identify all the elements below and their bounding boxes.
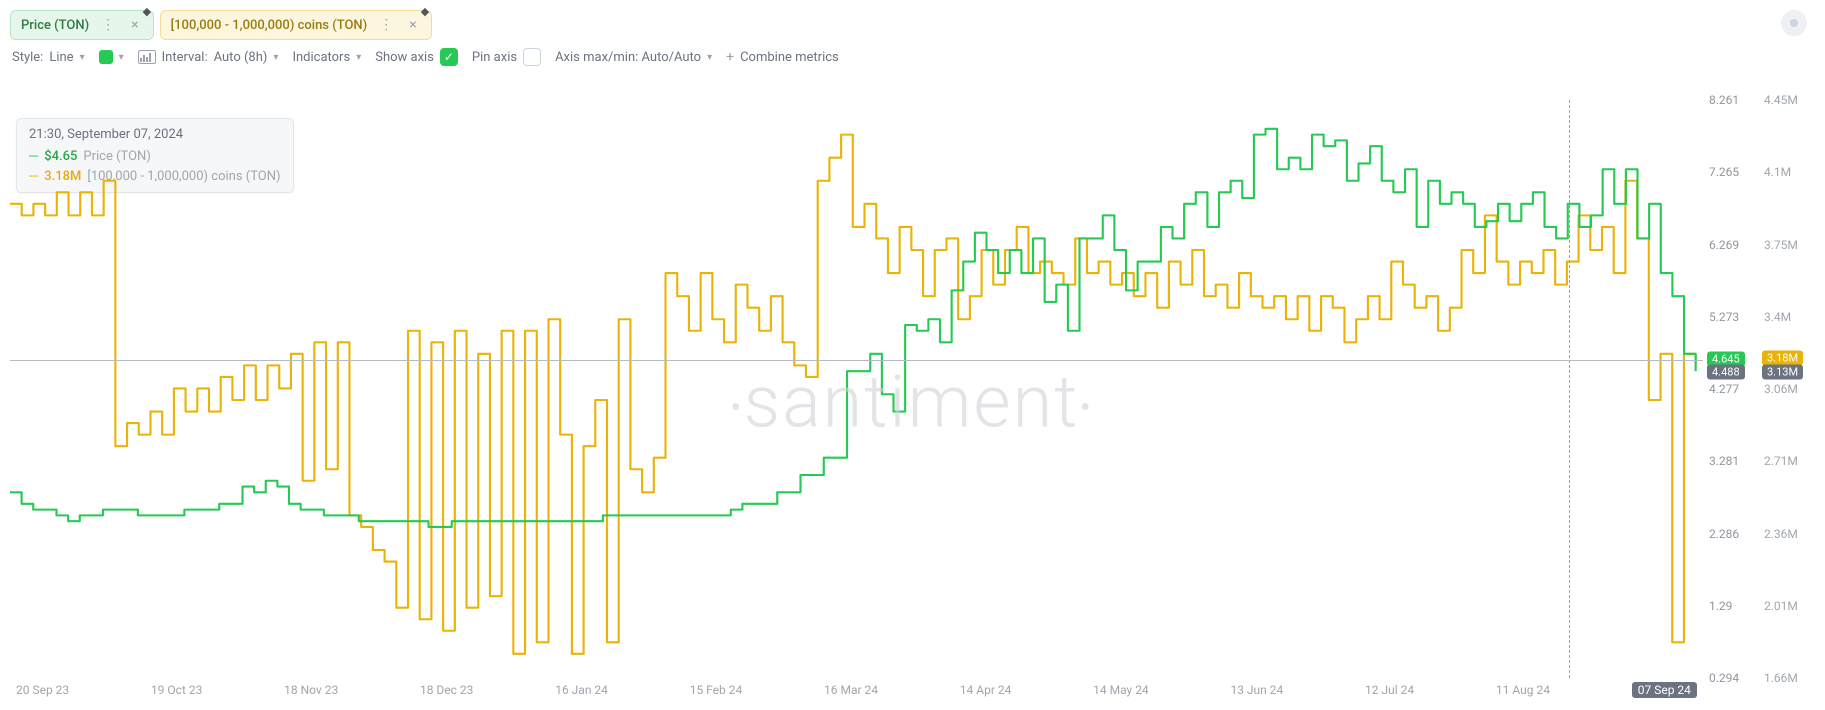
metric-tab-coins-label: [100,000 - 1,000,000) coins (TON): [171, 18, 368, 33]
chevron-down-icon: ▾: [119, 52, 124, 63]
plus-icon: +: [726, 49, 734, 65]
metric-tab-coins[interactable]: [100,000 - 1,000,000) coins (TON) ⋮ × ◆: [160, 10, 432, 40]
axis-tick: 2.71M: [1764, 454, 1798, 468]
price-axis: 8.2617.2656.2695.2734.2773.2812.2861.290…: [1703, 100, 1758, 678]
axis-tick: 5.273: [1709, 310, 1739, 324]
x-axis-label: 14 Apr 24: [960, 683, 1012, 697]
interval-value: Auto (8h): [214, 50, 268, 65]
indicators-label: Indicators: [292, 50, 350, 65]
axis-value-badge: 3.13M: [1762, 364, 1803, 379]
x-axis-label: 19 Oct 23: [151, 683, 202, 697]
axis-tick: 4.1M: [1764, 165, 1791, 179]
eth-chain-icon: ◆: [143, 5, 157, 19]
x-axis-label: 11 Aug 24: [1496, 683, 1550, 697]
axis-tick: 4.277: [1709, 382, 1739, 396]
bars-icon: [138, 50, 156, 64]
show-axis-checkbox[interactable]: ✓: [440, 48, 458, 66]
chevron-down-icon: ▾: [707, 52, 712, 63]
axis-maxmin-selector[interactable]: Axis max/min: Auto/Auto ▾: [555, 50, 712, 65]
chart-svg: [10, 100, 1813, 704]
x-axis-label: 16 Mar 24: [824, 683, 878, 697]
axis-tick: 2.286: [1709, 527, 1739, 541]
chevron-down-icon: ▾: [356, 52, 361, 63]
axis-tick: 3.06M: [1764, 382, 1798, 396]
axis-tick: 6.269: [1709, 238, 1739, 252]
style-value: Line: [49, 50, 73, 65]
chevron-down-icon: ▾: [80, 52, 85, 63]
metric-tab-coins-menu-icon[interactable]: ⋮: [375, 17, 397, 33]
combine-metrics-button[interactable]: + Combine metrics: [726, 49, 839, 65]
metric-tabs: Price (TON) ⋮ × ◆ [100,000 - 1,000,000) …: [0, 0, 1825, 40]
x-axis-label: 20 Sep 23: [16, 683, 69, 697]
axis-value-badge: 3.18M: [1762, 350, 1803, 365]
crosshair-horizontal: [10, 360, 1703, 361]
axis-tick: 1.66M: [1764, 671, 1798, 685]
indicators-selector[interactable]: Indicators ▾: [292, 50, 361, 65]
x-axis: 20 Sep 23 19 Oct 23 18 Nov 23 18 Dec 23 16 J…: [10, 680, 1703, 700]
x-axis-label: 14 May 24: [1093, 683, 1149, 697]
crosshair-vertical: [1569, 100, 1570, 678]
chevron-down-icon: ▾: [273, 52, 278, 63]
chart-area[interactable]: •santiment• 8.2617.2656.2695.2734.2773.2…: [10, 100, 1813, 704]
axis-tick: 2.01M: [1764, 599, 1798, 613]
axis-maxmin-label: Axis max/min: Auto/Auto: [555, 50, 701, 65]
axis-tick: 1.29: [1709, 599, 1732, 613]
metric-tab-coins-close-icon[interactable]: ×: [405, 17, 420, 33]
metric-tab-price[interactable]: Price (TON) ⋮ × ◆: [10, 10, 154, 40]
x-axis-label: 15 Feb 24: [690, 683, 743, 697]
axis-tick: 8.261: [1709, 93, 1739, 107]
x-axis-label: 18 Nov 23: [284, 683, 338, 697]
right-axes: 8.2617.2656.2695.2734.2773.2812.2861.290…: [1703, 100, 1813, 678]
axis-tick: 3.4M: [1764, 310, 1791, 324]
color-swatch[interactable]: ▾: [99, 50, 124, 64]
style-label: Style:: [12, 50, 43, 65]
series-color-swatch: [99, 50, 113, 64]
style-selector[interactable]: Style: Line ▾: [12, 50, 85, 65]
x-axis-label: 13 Jun 24: [1230, 683, 1283, 697]
pin-axis-checkbox[interactable]: [523, 48, 541, 66]
show-axis-toggle[interactable]: Show axis ✓: [375, 48, 458, 66]
axis-tick: 0.294: [1709, 671, 1739, 685]
metric-tab-price-menu-icon[interactable]: ⋮: [97, 17, 119, 33]
interval-selector[interactable]: Interval: Auto (8h) ▾: [138, 50, 279, 65]
chart-toolbar: Style: Line ▾ ▾ Interval: Auto (8h) ▾ In…: [0, 40, 1825, 74]
metric-tab-price-close-icon[interactable]: ×: [127, 17, 142, 33]
axis-tick: 2.36M: [1764, 527, 1798, 541]
x-axis-label: 16 Jan 24: [555, 683, 608, 697]
eth-chain-icon: ◆: [421, 5, 435, 19]
combine-label: Combine metrics: [740, 50, 839, 65]
axis-tick: 7.265: [1709, 165, 1739, 179]
axis-tick: 3.75M: [1764, 238, 1798, 252]
pin-axis-toggle[interactable]: Pin axis: [472, 48, 541, 66]
settings-corner-button[interactable]: [1781, 10, 1807, 36]
interval-label: Interval:: [162, 50, 208, 65]
pin-axis-label: Pin axis: [472, 50, 517, 65]
metric-tab-price-label: Price (TON): [21, 18, 89, 33]
axis-value-badge: 4.488: [1707, 364, 1745, 379]
axis-tick: 4.45M: [1764, 93, 1798, 107]
show-axis-label: Show axis: [375, 50, 434, 65]
x-axis-label: 18 Dec 23: [420, 683, 473, 697]
axis-tick: 3.281: [1709, 454, 1739, 468]
x-axis-label: 12 Jul 24: [1365, 683, 1414, 697]
coins-axis: 4.45M4.1M3.75M3.4M3.06M2.71M2.36M2.01M1.…: [1758, 100, 1813, 678]
x-axis-date-badge: 07 Sep 24: [1632, 682, 1697, 698]
